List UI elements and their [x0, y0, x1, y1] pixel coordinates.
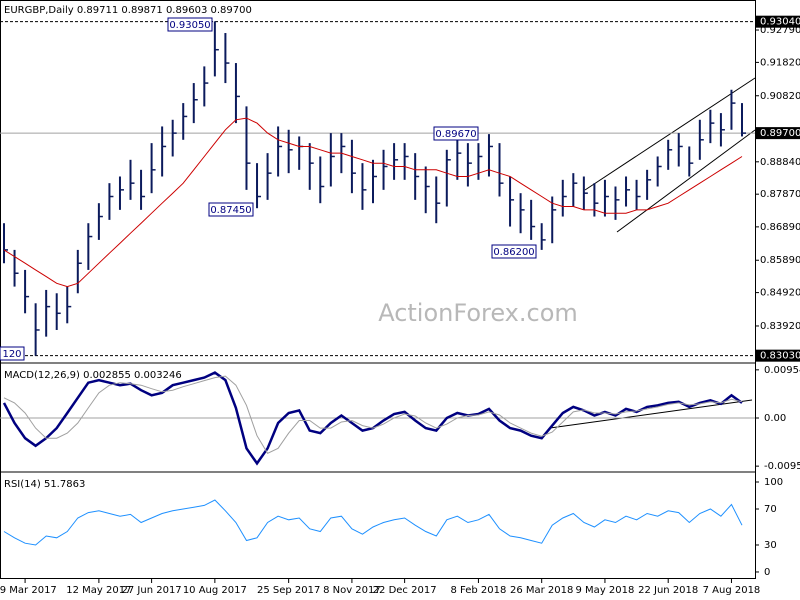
y-tick-label: 30	[764, 540, 777, 551]
x-tick-label: 12 May 2017	[66, 585, 131, 596]
y-tick-label: 0.85890	[760, 255, 800, 266]
x-tick-label: 8 Nov 2017	[323, 585, 381, 596]
x-tick-label: 26 Mar 2018	[510, 585, 573, 596]
annotation-box	[208, 202, 254, 217]
panel-title: RSI(14) 51.7863	[4, 479, 85, 490]
channel-lower	[616, 129, 756, 233]
level-label-box	[756, 349, 800, 362]
channel-upper	[584, 77, 756, 191]
x-tick-label: 25 Sep 2017	[257, 585, 320, 596]
annotation-box	[491, 244, 537, 259]
moving-average	[3, 117, 743, 288]
series-line	[3, 499, 743, 546]
y-tick-label: 0.92790	[760, 25, 800, 36]
annotation: 0.86200	[493, 247, 534, 258]
level-label: 0.89700	[760, 128, 800, 139]
annotation: 0.89670	[435, 129, 476, 140]
series-line	[3, 375, 743, 454]
y-tick-label: 0.87870	[760, 189, 800, 200]
y-tick-label: 0.00954	[764, 365, 800, 376]
annotation: 120	[2, 349, 21, 360]
y-tick-label: 0.00	[764, 413, 786, 424]
level-label: 0.93040	[760, 17, 800, 28]
x-tick-label: 27 Jun 2017	[122, 585, 182, 596]
x-tick-label: 22 Dec 2017	[373, 585, 437, 596]
x-tick-label: 29 Mar 2017	[0, 585, 57, 596]
x-tick-label: 22 Jun 2018	[638, 585, 698, 596]
x-tick-label: 10 Aug 2017	[183, 585, 247, 596]
annotation: 0.87450	[210, 205, 251, 216]
y-tick-label: 0.86890	[760, 222, 800, 233]
x-tick-label: 7 Aug 2018	[703, 585, 761, 596]
annotation-box	[433, 126, 479, 141]
annotation-box	[0, 346, 25, 361]
y-tick-label: 70	[764, 504, 777, 515]
level-label: 0.83030	[760, 351, 800, 362]
y-tick-label: 0.84920	[760, 288, 800, 299]
y-tick-label: 0.91820	[760, 57, 800, 68]
plot-frame	[0, 0, 756, 579]
annotation-box	[167, 17, 213, 32]
watermark: ActionForex.com	[378, 299, 578, 327]
y-tick-label: 0.90820	[760, 91, 800, 102]
x-tick-label: 9 May 2018	[576, 585, 635, 596]
y-tick-label: -0.009538	[764, 461, 800, 472]
y-tick-label: 0.83920	[760, 321, 800, 332]
y-tick-label: 0	[764, 567, 770, 578]
annotation: 0.93050	[169, 20, 210, 31]
panel-title: EURGBP,Daily 0.89711 0.89871 0.89603 0.8…	[4, 5, 252, 16]
level-label-box	[756, 127, 800, 140]
x-tick-label: 8 Feb 2018	[450, 585, 506, 596]
y-tick-label: 100	[764, 477, 783, 488]
y-tick-label: 0.88840	[760, 157, 800, 168]
macd-trendline	[549, 399, 753, 429]
level-label-box	[756, 15, 800, 28]
panel-title: MACD(12,26,9) 0.002855 0.003246	[4, 370, 182, 381]
